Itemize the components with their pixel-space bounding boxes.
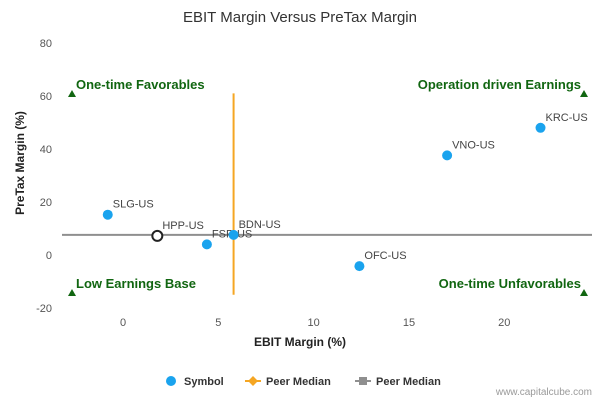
x-tick-label: 0 — [120, 317, 126, 329]
data-point-label: KRC-US — [546, 112, 588, 124]
legend: Symbol Peer Median Peer Median — [166, 376, 441, 388]
x-tick-label: 20 — [498, 317, 510, 329]
data-point-hpp-us[interactable] — [151, 229, 164, 242]
data-point-krc-us[interactable] — [535, 122, 546, 133]
data-point-slg-us[interactable] — [102, 209, 113, 220]
y-tick-label: 0 — [46, 250, 52, 262]
data-point-ofc-us[interactable] — [354, 261, 365, 272]
data-point-label: HPP-US — [162, 220, 204, 232]
legend-label-peer-median-y[interactable]: Peer Median — [376, 376, 441, 388]
quadrant-marker-bottom-left — [68, 289, 76, 296]
legend-label-peer-median-x[interactable]: Peer Median — [266, 376, 331, 388]
data-point-bdn-us[interactable] — [228, 229, 239, 240]
quadrant-marker-top-left — [68, 90, 76, 97]
x-axis-title: EBIT Margin (%) — [254, 335, 346, 349]
quadrant-label-bottom-left: Low Earnings Base — [76, 276, 196, 291]
y-tick-label: 80 — [40, 38, 52, 50]
y-tick-label: -20 — [36, 303, 52, 315]
x-tick-label: 5 — [215, 317, 221, 329]
quadrant-label-top-left: One-time Favorables — [76, 77, 205, 92]
data-point-label: VNO-US — [452, 139, 495, 151]
quadrant-markers — [68, 90, 588, 296]
y-axis-title: PreTax Margin (%) — [13, 111, 27, 215]
legend-symbol-dot — [166, 376, 176, 386]
data-point-vno-us[interactable] — [442, 150, 453, 161]
data-point-fsp-us[interactable] — [201, 239, 212, 250]
data-point-label: OFC-US — [364, 250, 406, 262]
legend-diamond-icon — [248, 376, 258, 386]
credit-text: www.capitalcube.com — [495, 387, 592, 398]
legend-square-icon — [359, 377, 367, 385]
quadrant-label-bottom-right: One-time Unfavorables — [439, 276, 581, 291]
peer-median-lines — [62, 93, 592, 295]
quadrant-marker-bottom-right — [580, 289, 588, 296]
quadrant-marker-top-right — [580, 90, 588, 97]
data-point-label: SLG-US — [113, 199, 154, 211]
chart-title: EBIT Margin Versus PreTax Margin — [183, 9, 417, 26]
y-tick-label: 20 — [40, 197, 52, 209]
x-tick-label: 10 — [308, 317, 320, 329]
y-tick-label: 40 — [40, 144, 52, 156]
x-axis-ticks: 0 5 10 15 20 — [120, 317, 510, 329]
y-axis-ticks: -20 0 20 40 60 80 — [36, 38, 52, 315]
y-tick-label: 60 — [40, 91, 52, 103]
data-points: SLG-USHPP-USFSP-USBDN-USOFC-USVNO-USKRC-… — [102, 112, 588, 272]
data-point-label: BDN-US — [239, 219, 281, 231]
x-tick-label: 15 — [403, 317, 415, 329]
legend-label-symbol[interactable]: Symbol — [184, 376, 224, 388]
quadrant-label-top-right: Operation driven Earnings — [418, 77, 581, 92]
